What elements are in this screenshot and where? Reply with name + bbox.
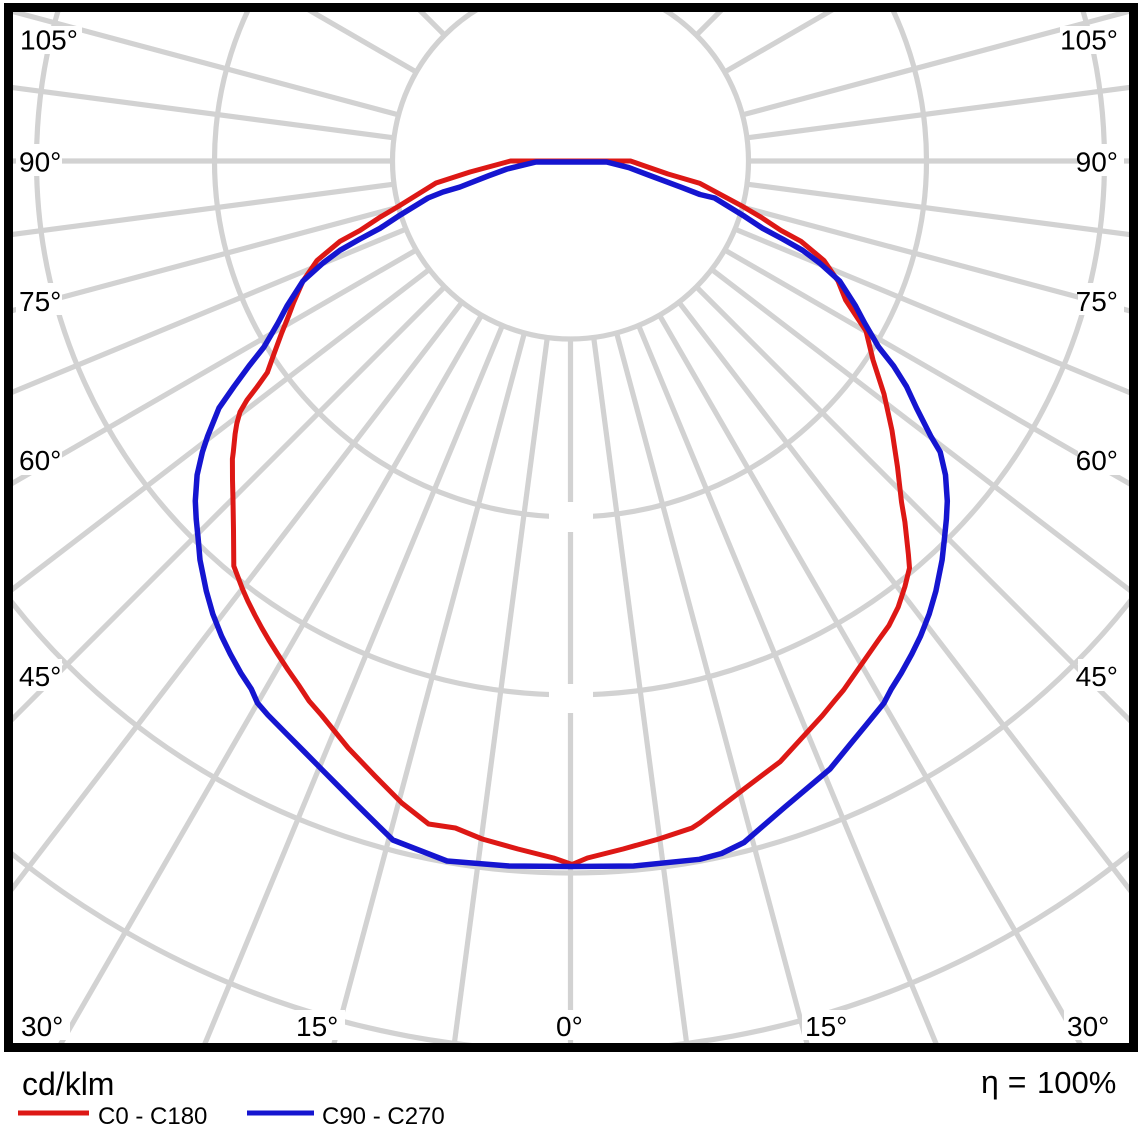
svg-text:90°: 90°	[1076, 147, 1118, 178]
svg-text:75°: 75°	[19, 286, 61, 317]
svg-text:30°: 30°	[1067, 1011, 1109, 1042]
svg-text:100%: 100%	[1037, 1065, 1116, 1100]
svg-text:60°: 60°	[19, 445, 61, 476]
svg-text:C90 - C270: C90 - C270	[322, 1103, 445, 1130]
svg-text:105°: 105°	[1060, 25, 1118, 56]
svg-text:90°: 90°	[19, 147, 61, 178]
svg-text:45°: 45°	[19, 661, 61, 692]
svg-text:15°: 15°	[805, 1011, 847, 1042]
svg-text:15°: 15°	[296, 1011, 338, 1042]
svg-text:60°: 60°	[1076, 445, 1118, 476]
svg-text:75°: 75°	[1076, 286, 1118, 317]
svg-text:C0 - C180: C0 - C180	[98, 1103, 207, 1130]
svg-text:cd/klm: cd/klm	[22, 1066, 114, 1102]
svg-text:30°: 30°	[21, 1011, 63, 1042]
svg-text:0°: 0°	[556, 1011, 583, 1042]
svg-text:105°: 105°	[20, 25, 78, 56]
svg-text:45°: 45°	[1076, 661, 1118, 692]
svg-text:η =: η =	[981, 1064, 1026, 1100]
